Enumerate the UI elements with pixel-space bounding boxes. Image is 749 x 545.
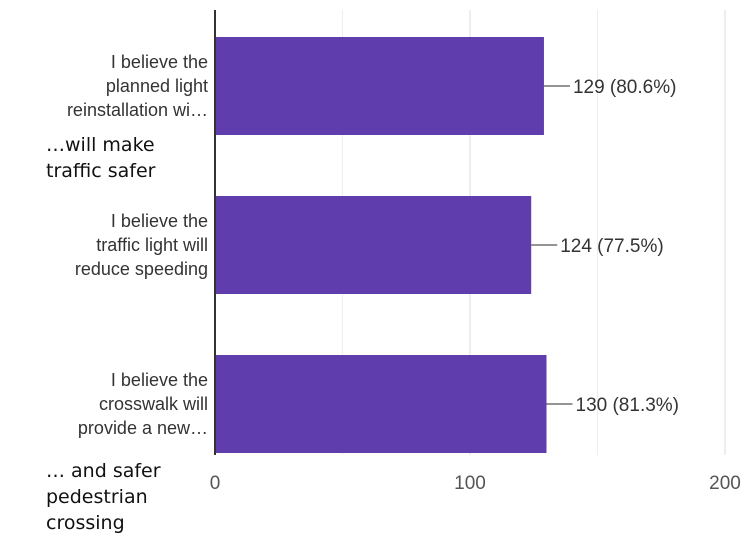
category-label-3-line-2: crosswalk will bbox=[99, 394, 208, 414]
bar-1 bbox=[215, 37, 544, 135]
category-label-2-line-2: traffic light will bbox=[96, 235, 208, 255]
data-label-3: 130 (81.3%) bbox=[576, 395, 680, 416]
annotation-2: … and safer pedestrian crossing bbox=[46, 458, 161, 536]
annotation-1-line-2: traffic safer bbox=[46, 160, 156, 182]
data-label-1: 129 (80.6%) bbox=[573, 77, 677, 98]
annotation-2-line-1: … and safer bbox=[46, 460, 161, 482]
x-tick-label-0: 0 bbox=[210, 473, 221, 494]
category-label-1: I believe the planned light reinstallation… bbox=[67, 52, 208, 120]
category-label-1-line-3: reinstallation wi… bbox=[67, 100, 208, 120]
category-label-1-line-1: I believe the bbox=[111, 52, 208, 72]
category-label-3-line-3: provide a new… bbox=[78, 418, 208, 438]
data-labels: 129 (80.6%) 124 (77.5%) 130 (81.3%) bbox=[531, 77, 679, 416]
x-axis-ticks: 0 100 200 bbox=[210, 473, 741, 494]
annotation-2-line-2: pedestrian bbox=[46, 486, 148, 508]
annotation-1-line-1: …will make bbox=[46, 134, 155, 156]
category-labels: I believe the planned light reinstallation… bbox=[67, 52, 208, 438]
category-label-3: I believe the crosswalk will provide a new… bbox=[78, 370, 208, 438]
data-label-2: 124 (77.5%) bbox=[560, 236, 664, 257]
x-tick-label-200: 200 bbox=[709, 473, 741, 494]
category-label-2: I believe the traffic light will reduce sp… bbox=[75, 211, 208, 279]
annotation-1: …will make traffic safer bbox=[46, 132, 156, 184]
bar-2 bbox=[215, 196, 532, 294]
category-label-2-line-1: I believe the bbox=[111, 211, 208, 231]
category-label-1-line-2: planned light bbox=[106, 76, 208, 96]
x-tick-label-100: 100 bbox=[454, 473, 486, 494]
category-label-3-line-1: I believe the bbox=[111, 370, 208, 390]
category-label-2-line-3: reduce speeding bbox=[75, 259, 208, 279]
bar-3 bbox=[215, 355, 547, 453]
bars bbox=[215, 37, 547, 453]
annotation-2-line-3: crossing bbox=[46, 512, 125, 534]
